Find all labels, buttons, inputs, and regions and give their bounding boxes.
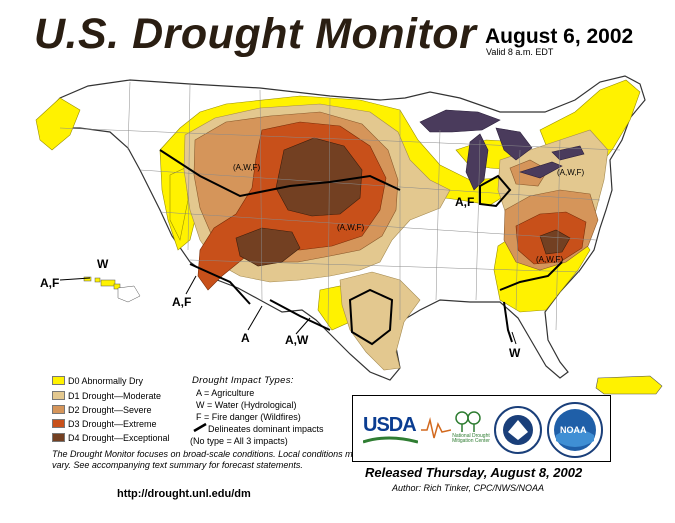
map-date: August 6, 2002 (485, 25, 634, 48)
label-carolinas-awf: (A,W,F) (536, 255, 563, 264)
impact-fire: F = Fire danger (Wildfires) (196, 412, 301, 422)
label-central-awf: (A,W,F) (337, 223, 364, 232)
usda-logo: USDA (363, 414, 417, 436)
hawaii-islands (83, 276, 141, 303)
label-hawaii-w: W (97, 257, 109, 271)
legend-label: D0 Abnormally Dry (68, 375, 144, 386)
ndmc-logo: National Drought Mitigation Center (452, 433, 490, 444)
page-title: U.S. Drought Monitor (34, 10, 477, 58)
ndmc-tree-icon (455, 411, 481, 432)
author-credit: Author: Rich Tinker, CPC/NWS/NOAA (392, 483, 544, 493)
legend-item-d0: D0 Abnormally Dry (52, 375, 143, 386)
impact-types-heading: Drought Impact Types: (192, 375, 294, 386)
d1-swatch (52, 391, 65, 400)
label-leaders (59, 275, 517, 345)
legend-item-d4: D4 Drought—Exceptional (52, 432, 170, 443)
legend-label: D3 Drought—Extreme (68, 418, 157, 429)
legend-label: D4 Drought—Exceptional (68, 432, 170, 443)
impact-boundary-note: Delineates dominant impacts (208, 424, 324, 434)
drought-graph-icon (421, 417, 451, 439)
boundary-line-icon (193, 422, 207, 433)
label-north-awf: (A,W,F) (233, 163, 260, 172)
commerce-seal-icon (494, 406, 542, 454)
legend-item-d3: D3 Drought—Extreme (52, 418, 157, 429)
d4-areas (235, 137, 571, 267)
d3-swatch (52, 419, 65, 428)
impact-agriculture: A = Agriculture (196, 388, 255, 398)
d4-swatch (52, 433, 65, 442)
noaa-label: NOAA (560, 425, 587, 435)
legend-item-d2: D2 Drought—Severe (52, 404, 152, 415)
great-lakes (419, 109, 585, 191)
website-url[interactable]: http://drought.unl.edu/dm (117, 488, 251, 500)
legend-label: D1 Drought—Moderate (68, 390, 162, 401)
label-sw-aw: A,W (285, 333, 309, 347)
impact-no-type-note: (No type = All 3 impacts) (190, 436, 288, 446)
label-midwest-af: A,F (455, 195, 474, 209)
state-lines (59, 81, 621, 331)
usda-swoosh-icon (363, 436, 418, 444)
noaa-logo-icon (547, 402, 603, 458)
puerto-rico (595, 375, 663, 395)
valid-time: Valid 8 a.m. EDT (486, 47, 554, 57)
d2-swatch (52, 405, 65, 414)
release-date: Released Thursday, August 8, 2002 (365, 465, 583, 480)
footer-note: The Drought Monitor focuses on broad-sca… (52, 449, 363, 470)
legend-item-d1: D1 Drought—Moderate (52, 390, 161, 401)
label-se-w: W (509, 346, 521, 360)
agency-logos: USDA National Drought Mitigation Center … (352, 395, 611, 462)
label-northeast-awf: (A,W,F) (557, 168, 584, 177)
impact-water: W = Water (Hydrological) (196, 400, 297, 410)
impact-boundaries (159, 149, 563, 346)
d0-swatch (52, 376, 65, 385)
label-sw-af: A,F (172, 295, 191, 309)
legend-label: D2 Drought—Severe (68, 404, 152, 415)
label-sw-a: A (241, 331, 250, 345)
label-hawaii-af: A,F (40, 276, 59, 290)
